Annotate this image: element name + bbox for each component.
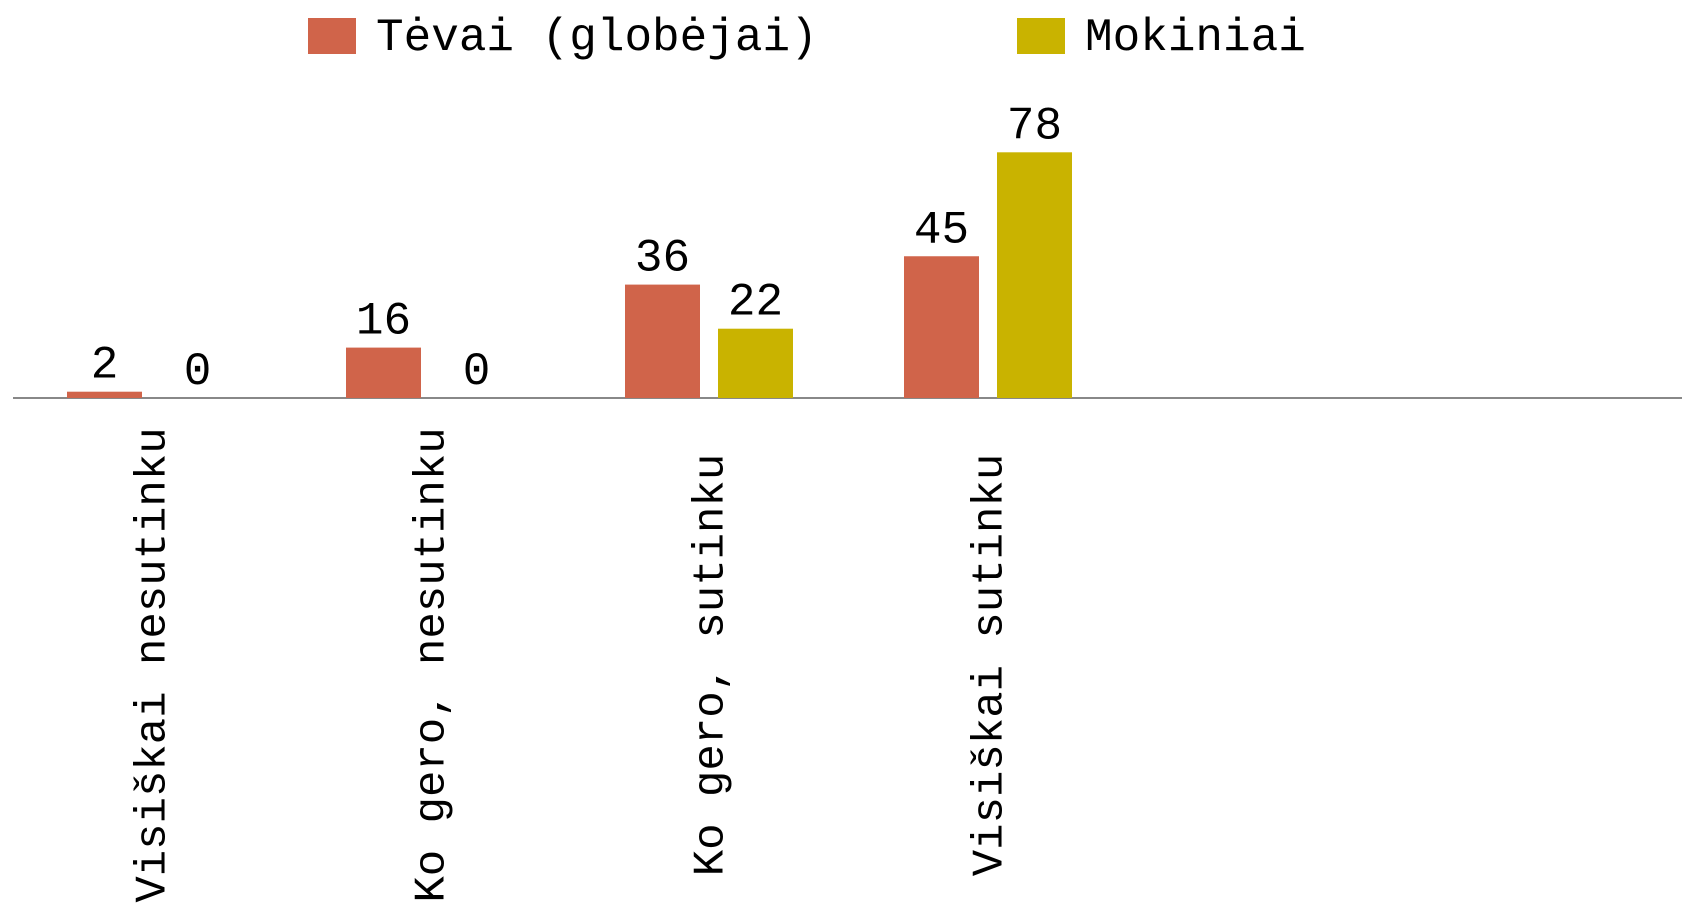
x-tick-label: Visiškai sutinku (966, 454, 1016, 876)
value-label: 45 (914, 204, 969, 256)
bar (718, 328, 793, 398)
bar (346, 347, 421, 398)
value-label: 78 (1007, 100, 1062, 152)
x-tick-label: Visiškai nesutinku (129, 427, 179, 902)
value-label: 36 (635, 233, 690, 285)
value-label: 22 (728, 277, 783, 329)
value-label: 16 (356, 296, 411, 348)
x-tick-label: Ko gero, nesutinku (408, 427, 458, 902)
bar (997, 152, 1072, 398)
bar (904, 256, 979, 398)
legend-swatch (308, 18, 356, 54)
legend-label: Tėvai (globėjai) (376, 12, 818, 64)
value-label: 0 (184, 346, 212, 398)
bar (625, 284, 700, 398)
value-label: 2 (91, 340, 119, 392)
legend-label: Mokiniai (1085, 12, 1306, 64)
legend-swatch (1017, 18, 1065, 54)
x-tick-label: Ko gero, sutinku (687, 454, 737, 876)
bar (67, 391, 142, 398)
value-label: 0 (463, 346, 491, 398)
